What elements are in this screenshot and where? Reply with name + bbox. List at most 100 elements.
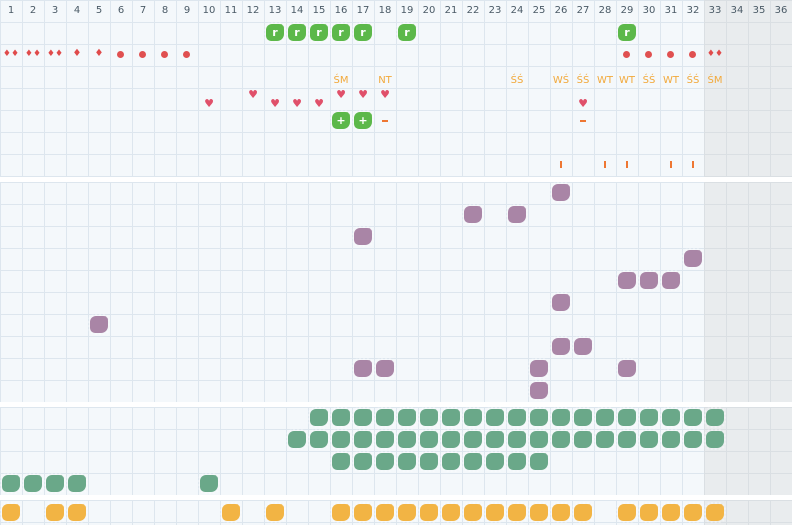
teal-marker[interactable] bbox=[396, 451, 418, 472]
teal-marker[interactable] bbox=[330, 429, 352, 450]
teal-marker[interactable] bbox=[0, 473, 22, 494]
purple-marker[interactable] bbox=[352, 226, 374, 247]
teal-marker[interactable] bbox=[440, 429, 462, 450]
yellow-marker[interactable] bbox=[264, 502, 286, 523]
teal-marker[interactable] bbox=[352, 451, 374, 472]
teal-marker[interactable] bbox=[440, 407, 462, 428]
teal-marker[interactable] bbox=[638, 429, 660, 450]
teal-marker[interactable] bbox=[682, 429, 704, 450]
purple-marker[interactable] bbox=[88, 314, 110, 335]
green-plus-marker[interactable]: + bbox=[330, 110, 352, 131]
purple-marker[interactable] bbox=[616, 270, 638, 291]
green-r-marker[interactable]: r bbox=[352, 22, 374, 43]
teal-marker[interactable] bbox=[418, 407, 440, 428]
teal-marker[interactable] bbox=[528, 429, 550, 450]
teal-marker[interactable] bbox=[44, 473, 66, 494]
teal-marker[interactable] bbox=[462, 451, 484, 472]
teal-marker[interactable] bbox=[594, 407, 616, 428]
teal-marker[interactable] bbox=[330, 451, 352, 472]
purple-marker[interactable] bbox=[572, 336, 594, 357]
teal-marker[interactable] bbox=[528, 451, 550, 472]
yellow-marker[interactable] bbox=[418, 502, 440, 523]
yellow-marker[interactable] bbox=[44, 502, 66, 523]
teal-marker[interactable] bbox=[660, 407, 682, 428]
teal-marker[interactable] bbox=[286, 429, 308, 450]
purple-marker[interactable] bbox=[660, 270, 682, 291]
green-r-marker[interactable]: r bbox=[264, 22, 286, 43]
teal-marker[interactable] bbox=[506, 407, 528, 428]
yellow-marker[interactable] bbox=[506, 502, 528, 523]
teal-marker[interactable] bbox=[594, 429, 616, 450]
yellow-marker[interactable] bbox=[0, 502, 22, 523]
purple-marker[interactable] bbox=[506, 204, 528, 225]
teal-marker[interactable] bbox=[638, 407, 660, 428]
teal-marker[interactable] bbox=[484, 451, 506, 472]
yellow-marker[interactable] bbox=[220, 502, 242, 523]
purple-marker[interactable] bbox=[528, 358, 550, 379]
purple-marker[interactable] bbox=[550, 182, 572, 203]
yellow-marker[interactable] bbox=[704, 502, 726, 523]
teal-marker[interactable] bbox=[572, 407, 594, 428]
teal-marker[interactable] bbox=[616, 407, 638, 428]
yellow-marker[interactable] bbox=[682, 502, 704, 523]
green-r-marker[interactable]: r bbox=[286, 22, 308, 43]
purple-marker[interactable] bbox=[462, 204, 484, 225]
yellow-marker[interactable] bbox=[330, 502, 352, 523]
teal-marker[interactable] bbox=[550, 407, 572, 428]
teal-marker[interactable] bbox=[682, 407, 704, 428]
teal-marker[interactable] bbox=[484, 407, 506, 428]
yellow-marker[interactable] bbox=[484, 502, 506, 523]
purple-marker[interactable] bbox=[374, 358, 396, 379]
teal-marker[interactable] bbox=[462, 407, 484, 428]
teal-marker[interactable] bbox=[374, 407, 396, 428]
teal-marker[interactable] bbox=[572, 429, 594, 450]
purple-marker[interactable] bbox=[352, 358, 374, 379]
yellow-marker[interactable] bbox=[550, 502, 572, 523]
teal-marker[interactable] bbox=[550, 429, 572, 450]
purple-marker[interactable] bbox=[528, 380, 550, 401]
teal-marker[interactable] bbox=[616, 429, 638, 450]
yellow-marker[interactable] bbox=[528, 502, 550, 523]
teal-marker[interactable] bbox=[396, 429, 418, 450]
purple-marker[interactable] bbox=[550, 292, 572, 313]
teal-marker[interactable] bbox=[198, 473, 220, 494]
purple-marker[interactable] bbox=[616, 358, 638, 379]
yellow-marker[interactable] bbox=[462, 502, 484, 523]
yellow-marker[interactable] bbox=[352, 502, 374, 523]
yellow-marker[interactable] bbox=[440, 502, 462, 523]
green-r-marker[interactable]: r bbox=[308, 22, 330, 43]
teal-marker[interactable] bbox=[330, 407, 352, 428]
green-r-marker[interactable]: r bbox=[396, 22, 418, 43]
teal-marker[interactable] bbox=[704, 407, 726, 428]
green-r-marker[interactable]: r bbox=[330, 22, 352, 43]
teal-marker[interactable] bbox=[506, 451, 528, 472]
teal-marker[interactable] bbox=[308, 407, 330, 428]
yellow-marker[interactable] bbox=[66, 502, 88, 523]
teal-marker[interactable] bbox=[418, 451, 440, 472]
teal-marker[interactable] bbox=[374, 451, 396, 472]
teal-marker[interactable] bbox=[22, 473, 44, 494]
yellow-marker[interactable] bbox=[638, 502, 660, 523]
teal-marker[interactable] bbox=[396, 407, 418, 428]
yellow-marker[interactable] bbox=[616, 502, 638, 523]
yellow-marker[interactable] bbox=[396, 502, 418, 523]
teal-marker[interactable] bbox=[374, 429, 396, 450]
purple-marker[interactable] bbox=[638, 270, 660, 291]
green-plus-marker[interactable]: + bbox=[352, 110, 374, 131]
teal-marker[interactable] bbox=[484, 429, 506, 450]
teal-marker[interactable] bbox=[528, 407, 550, 428]
yellow-marker[interactable] bbox=[660, 502, 682, 523]
teal-marker[interactable] bbox=[352, 429, 374, 450]
yellow-marker[interactable] bbox=[572, 502, 594, 523]
yellow-marker[interactable] bbox=[374, 502, 396, 523]
teal-marker[interactable] bbox=[440, 451, 462, 472]
teal-marker[interactable] bbox=[66, 473, 88, 494]
teal-marker[interactable] bbox=[462, 429, 484, 450]
teal-marker[interactable] bbox=[704, 429, 726, 450]
teal-marker[interactable] bbox=[352, 407, 374, 428]
teal-marker[interactable] bbox=[660, 429, 682, 450]
purple-marker[interactable] bbox=[682, 248, 704, 269]
purple-marker[interactable] bbox=[550, 336, 572, 357]
green-r-marker[interactable]: r bbox=[616, 22, 638, 43]
teal-marker[interactable] bbox=[506, 429, 528, 450]
